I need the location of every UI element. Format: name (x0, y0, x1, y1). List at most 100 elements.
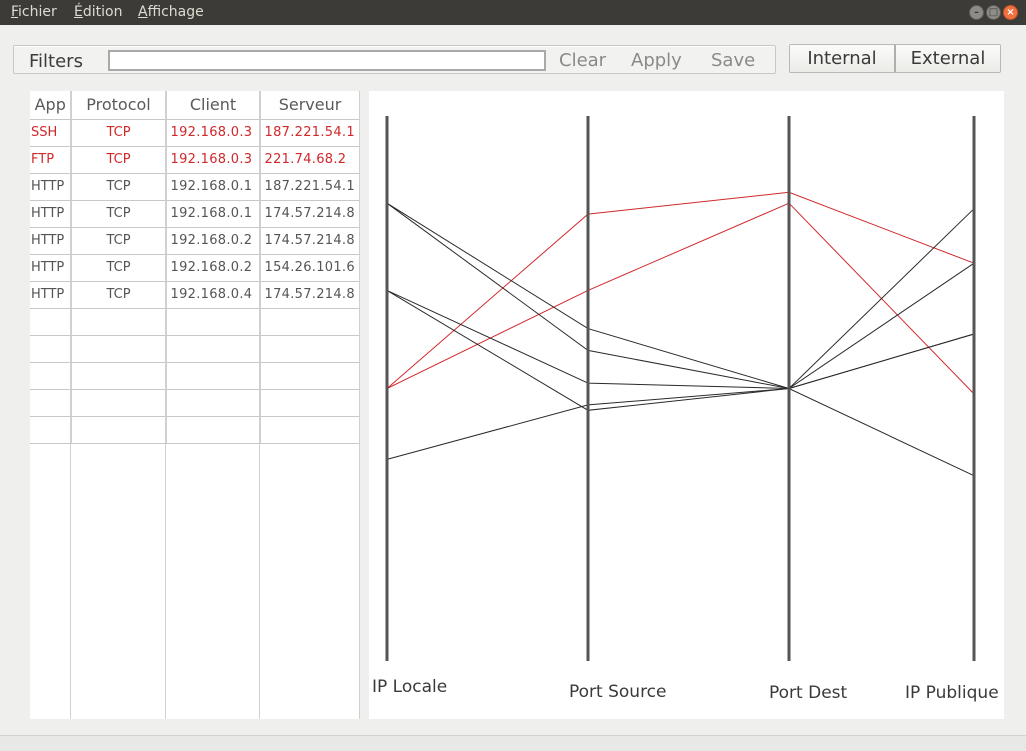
connection-line[interactable] (386, 289, 975, 390)
empty-cell (71, 335, 167, 363)
axis-label: IP Publique (905, 683, 999, 703)
axis-label: IP Locale (372, 677, 447, 697)
cell-app: HTTP (30, 227, 72, 255)
cell-app: SSH (30, 119, 72, 147)
table-row-empty (30, 335, 360, 363)
table-row[interactable]: HTTP TCP 192.168.0.1 174.57.214.8 (30, 200, 360, 228)
table-row[interactable]: HTTP TCP 192.168.0.2 174.57.214.8 (30, 227, 360, 255)
cell-client: 192.168.0.2 (166, 227, 261, 255)
empty-cell (71, 416, 167, 444)
header-app[interactable]: App (30, 91, 72, 120)
cell-protocol: TCP (71, 281, 167, 309)
cell-server: 154.26.101.6 (260, 254, 360, 282)
table-row[interactable]: HTTP TCP 192.168.0.2 154.26.101.6 (30, 254, 360, 282)
empty-cell (166, 308, 261, 336)
clear-button[interactable]: Clear (559, 50, 607, 71)
cell-app: HTTP (30, 254, 72, 282)
header-protocol[interactable]: Protocol (71, 91, 167, 120)
alert-connection-line[interactable] (386, 202, 975, 395)
table-row-empty (30, 308, 360, 336)
empty-cell (260, 308, 360, 336)
empty-cell (71, 389, 167, 417)
header-serveur[interactable]: Serveur (260, 91, 360, 120)
cell-protocol: TCP (71, 227, 167, 255)
menu-affichage[interactable]: Affichage (138, 4, 204, 20)
table-row-empty (30, 416, 360, 444)
cell-server: 174.57.214.8 (260, 200, 360, 228)
connection-line[interactable] (386, 202, 975, 390)
minimize-icon[interactable]: – (969, 5, 984, 20)
cell-server: 174.57.214.8 (260, 281, 360, 309)
cell-client: 192.168.0.2 (166, 254, 261, 282)
connection-line[interactable] (386, 289, 975, 477)
apply-button[interactable]: Apply (631, 50, 682, 71)
empty-cell (166, 389, 261, 417)
save-button[interactable]: Save (711, 50, 756, 71)
filters-label: Filters (29, 51, 83, 72)
empty-cell (260, 416, 360, 444)
empty-cell (71, 362, 167, 390)
table-row[interactable]: HTTP TCP 192.168.0.1 187.221.54.1 (30, 173, 360, 201)
alert-connection-line[interactable] (386, 191, 975, 389)
cell-client: 192.168.0.1 (166, 173, 261, 201)
menu-label: ichier (18, 4, 57, 20)
view-toggle-group: Internal External (789, 44, 1001, 73)
menu-bar: Fichier Édition Affichage – □ × (0, 0, 1026, 25)
header-client[interactable]: Client (166, 91, 261, 120)
empty-cell (260, 389, 360, 417)
cell-protocol: TCP (71, 200, 167, 228)
chart-svg: IP Locale Port Source Port Dest IP Publique (372, 116, 999, 703)
table-row-empty (30, 362, 360, 390)
parallel-coordinates-chart: IP Locale Port Source Port Dest IP Publique (369, 91, 1004, 719)
empty-cell (166, 335, 261, 363)
cell-app: HTTP (30, 281, 72, 309)
cell-protocol: TCP (71, 254, 167, 282)
cell-client: 192.168.0.4 (166, 281, 261, 309)
empty-cell (30, 335, 72, 363)
cell-server: 221.74.68.2 (260, 146, 360, 174)
maximize-icon[interactable]: □ (986, 5, 1001, 20)
cell-server: 187.221.54.1 (260, 173, 360, 201)
empty-cell (30, 308, 72, 336)
menu-mnemonic: A (138, 4, 148, 20)
status-bar (0, 735, 1026, 751)
empty-cell (166, 416, 261, 444)
cell-app: FTP (30, 146, 72, 174)
cell-client: 192.168.0.1 (166, 200, 261, 228)
external-button[interactable]: External (894, 45, 1000, 72)
menu-mnemonic: É (74, 4, 83, 20)
connections-table-panel: App Protocol Client Serveur SSH TCP 192.16… (30, 91, 360, 719)
empty-cell (30, 362, 72, 390)
empty-cell (71, 308, 167, 336)
connection-line[interactable] (386, 202, 975, 390)
cell-server: 187.221.54.1 (260, 119, 360, 147)
cell-server: 174.57.214.8 (260, 227, 360, 255)
cell-client: 192.168.0.3 (166, 119, 261, 147)
axis-label: Port Source (569, 682, 667, 702)
cell-client: 192.168.0.3 (166, 146, 261, 174)
cell-protocol: TCP (71, 146, 167, 174)
table-body: SSH TCP 192.168.0.3 187.221.54.1 FTP TCP 192.1… (30, 119, 360, 444)
cell-protocol: TCP (71, 173, 167, 201)
empty-cell (30, 389, 72, 417)
window-controls: – □ × (969, 5, 1018, 21)
menu-label: ffichage (147, 4, 204, 20)
internal-button[interactable]: Internal (790, 45, 894, 72)
empty-cell (260, 335, 360, 363)
close-icon[interactable]: × (1003, 5, 1018, 20)
menu-fichier[interactable]: Fichier (11, 4, 57, 20)
empty-cell (30, 416, 72, 444)
empty-cell (166, 362, 261, 390)
cell-app: HTTP (30, 200, 72, 228)
connection-line[interactable] (386, 333, 975, 460)
table-row[interactable]: HTTP TCP 192.168.0.4 174.57.214.8 (30, 281, 360, 309)
table-row[interactable]: SSH TCP 192.168.0.3 187.221.54.1 (30, 119, 360, 147)
filter-input[interactable] (108, 50, 546, 71)
axis-label: Port Dest (769, 683, 848, 703)
table-header-row: App Protocol Client Serveur (30, 91, 360, 120)
cell-app: HTTP (30, 173, 72, 201)
table-row[interactable]: FTP TCP 192.168.0.3 221.74.68.2 (30, 146, 360, 174)
menu-edition[interactable]: Édition (74, 4, 122, 20)
empty-cell (260, 362, 360, 390)
